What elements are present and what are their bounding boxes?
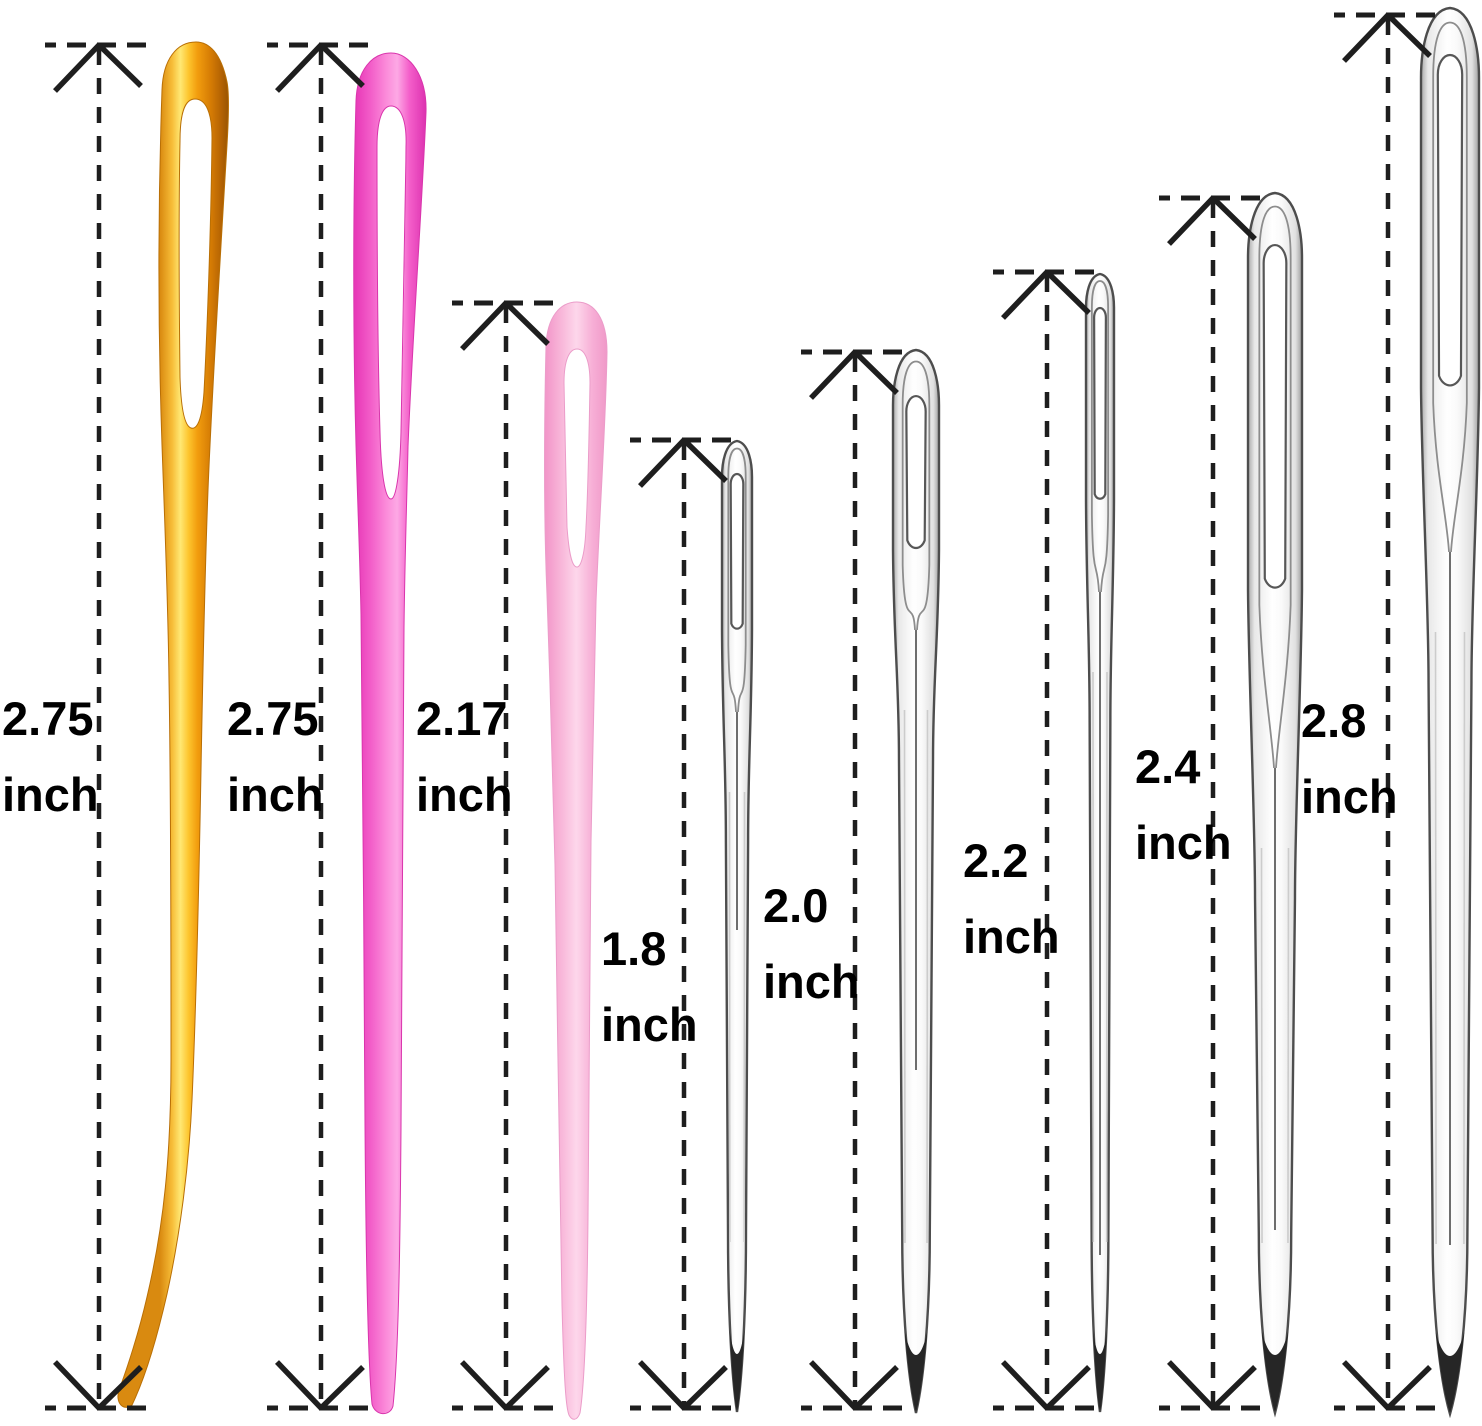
- size-label-steel-needle-2-4: 2.4 inch: [1135, 729, 1232, 881]
- steel-needle-large: [1084, 272, 1116, 1413]
- size-value: 1.8: [601, 922, 667, 975]
- size-unit: inch: [963, 910, 1060, 963]
- needles: [117, 6, 1481, 1420]
- size-unit: inch: [1301, 770, 1398, 823]
- arrow-barb-top-left: [460, 301, 508, 351]
- dimension-line-steel-needle-xxlarge: [1334, 12, 1442, 1411]
- size-value: 2.75: [227, 692, 319, 745]
- dimension-line-gold-bent-tip-yarn-needle: [45, 42, 153, 1411]
- size-label-steel-needle-2-0: 2.0 inch: [763, 868, 860, 1020]
- size-label-steel-needle-2-2: 2.2 inch: [963, 823, 1060, 975]
- gold-bent-tip-yarn-needle: [117, 41, 229, 1408]
- arrow-barb-top-left: [1001, 270, 1049, 320]
- arrow-barb-top-right: [97, 43, 143, 88]
- arrow-barb-bottom-right: [1045, 1365, 1091, 1410]
- steel-needle-xxlarge-eye: [1436, 53, 1464, 387]
- steel-needle-medium: [891, 348, 941, 1414]
- size-label-pink-needle: 2.75 inch: [227, 681, 324, 833]
- arrow-barb-bottom-left: [275, 1360, 323, 1410]
- arrow-barb-bottom-left: [809, 1360, 857, 1410]
- arrow-barb-top-left: [53, 43, 101, 93]
- steel-needle-xxlarge: [1419, 6, 1481, 1419]
- steel-needle-xxlarge-shade-right: [1463, 631, 1466, 1245]
- size-value: 2.2: [963, 834, 1029, 887]
- arrow-barb-bottom-left: [1001, 1360, 1049, 1410]
- size-unit: inch: [2, 768, 99, 821]
- hot-pink-yarn-needle-body: [353, 52, 427, 1415]
- dimension-line-steel-needle-large: [993, 269, 1101, 1411]
- dimension-line-steel-needle-small: [630, 437, 738, 1411]
- size-value: 2.0: [763, 879, 829, 932]
- gold-bent-tip-yarn-needle-body: [117, 41, 229, 1408]
- arrow-barb-bottom-left: [460, 1360, 508, 1410]
- steel-needle-small: [720, 439, 754, 1413]
- arrow-barb-top-right: [1386, 13, 1432, 58]
- arrow-barb-bottom-right: [97, 1365, 143, 1410]
- arrow-barb-top-right: [319, 43, 365, 88]
- steel-needle-large-tip: [1093, 1330, 1107, 1411]
- dimension-lines: [45, 12, 1442, 1411]
- arrow-barb-top-right: [1211, 196, 1257, 241]
- size-value: 2.4: [1135, 740, 1201, 793]
- dimension-line-light-pink-yarn-needle: [452, 300, 560, 1411]
- steel-needle-medium-head-contour: [901, 360, 931, 631]
- size-unit: inch: [416, 768, 513, 821]
- arrow-barb-bottom-right: [1211, 1365, 1257, 1410]
- steel-needle-xxlarge-shade-left: [1434, 631, 1437, 1245]
- size-unit: inch: [763, 955, 860, 1008]
- dimension-line-steel-needle-medium: [801, 349, 909, 1411]
- arrow-barb-bottom-left: [53, 1360, 101, 1410]
- arrow-barb-top-left: [1342, 13, 1390, 63]
- arrow-barb-top-right: [853, 350, 899, 395]
- arrow-barb-bottom-right: [319, 1365, 365, 1410]
- steel-needle-large-head-contour: [1090, 280, 1110, 593]
- light-pink-yarn-needle-body: [544, 301, 608, 1420]
- steel-needle-xxlarge-tip: [1435, 1332, 1465, 1413]
- size-value: 2.17: [416, 692, 508, 745]
- size-label-gold-needle: 2.75 inch: [2, 681, 99, 833]
- steel-needle-xlarge-tip: [1261, 1331, 1289, 1412]
- steel-needle-small-eye: [729, 472, 745, 630]
- arrow-barb-top-right: [504, 301, 550, 346]
- arrow-barb-bottom-right: [682, 1365, 728, 1410]
- arrow-barb-top-right: [682, 438, 728, 483]
- size-label-steel-needle-2-8: 2.8 inch: [1301, 683, 1398, 835]
- arrow-barb-top-left: [1167, 196, 1215, 246]
- steel-needle-xlarge-shade-right: [1287, 847, 1290, 1244]
- steel-needle-xxlarge-head-contour: [1432, 21, 1468, 553]
- arrow-barb-bottom-left: [638, 1360, 686, 1410]
- steel-needle-medium-tip: [904, 1331, 928, 1412]
- size-label-light-pink-needle: 2.17 inch: [416, 681, 513, 833]
- size-unit: inch: [1135, 816, 1232, 869]
- steel-needle-small-tip: [729, 1330, 745, 1411]
- steel-needle-xlarge-shade-left: [1260, 847, 1263, 1244]
- light-pink-yarn-needle: [544, 301, 608, 1420]
- dimension-line-steel-needle-xlarge: [1159, 195, 1267, 1411]
- arrow-barb-bottom-right: [1386, 1365, 1432, 1410]
- arrow-barb-bottom-right: [853, 1365, 899, 1410]
- arrow-barb-top-left: [638, 438, 686, 488]
- steel-needle-medium-eye: [905, 394, 927, 550]
- size-value: 2.8: [1301, 694, 1367, 747]
- steel-needle-xlarge-eye: [1262, 243, 1288, 589]
- steel-needle-xlarge: [1246, 191, 1304, 1418]
- steel-needle-xlarge-head-contour: [1258, 205, 1292, 769]
- size-label-steel-needle-1-8: 1.8 inch: [601, 911, 698, 1063]
- hot-pink-yarn-needle: [353, 52, 427, 1415]
- dimension-line-hot-pink-yarn-needle: [267, 42, 375, 1411]
- arrow-barb-top-left: [275, 43, 323, 93]
- arrow-barb-bottom-left: [1342, 1360, 1390, 1410]
- size-unit: inch: [227, 768, 324, 821]
- steel-needle-large-eye: [1093, 306, 1107, 500]
- arrow-barb-bottom-right: [504, 1365, 550, 1410]
- arrow-barb-top-left: [809, 350, 857, 400]
- arrow-barb-top-right: [1045, 270, 1091, 315]
- arrow-barb-bottom-left: [1167, 1360, 1215, 1410]
- steel-needle-small-head-contour: [727, 447, 747, 713]
- size-value: 2.75: [2, 692, 94, 745]
- size-unit: inch: [601, 998, 698, 1051]
